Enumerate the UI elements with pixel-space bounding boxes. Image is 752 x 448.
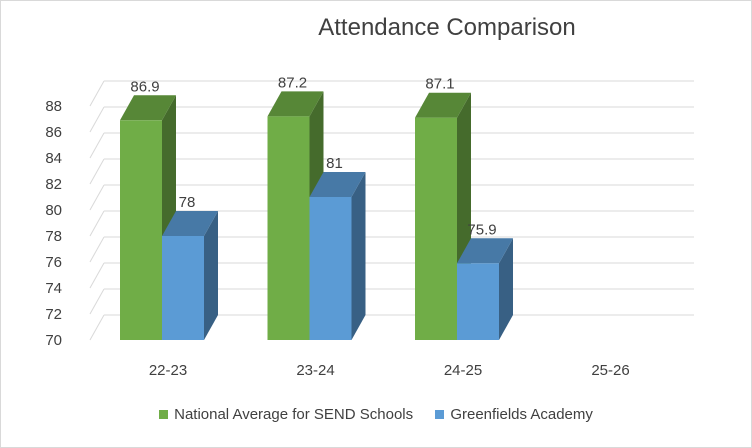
gridline-depth xyxy=(89,288,105,315)
x-tick-label: 24-25 xyxy=(444,362,482,379)
bar xyxy=(267,116,310,341)
y-tick-label: 78 xyxy=(45,228,62,245)
legend-label-national: National Average for SEND Schools xyxy=(174,406,414,423)
data-label: 86.9 xyxy=(130,78,159,95)
data-label: 78 xyxy=(179,194,196,211)
legend-label-greenfields: Greenfields Academy xyxy=(450,406,593,423)
y-tick-label: 86 xyxy=(45,124,62,141)
gridline-depth xyxy=(89,106,105,133)
data-label: 87.1 xyxy=(425,76,454,93)
gridline-depth xyxy=(89,262,105,289)
bar-top xyxy=(120,95,176,121)
legend-item-greenfields: Greenfields Academy xyxy=(435,406,593,423)
gridline-depth xyxy=(89,314,105,341)
legend-swatch-national xyxy=(159,410,169,419)
data-label: 87.2 xyxy=(278,74,307,91)
bar xyxy=(309,197,352,340)
y-tick-label: 88 xyxy=(45,98,62,115)
y-tick-label: 74 xyxy=(45,280,62,297)
x-tick-label: 23-24 xyxy=(296,362,334,379)
y-tick-label: 80 xyxy=(45,202,62,219)
bar xyxy=(415,117,457,340)
legend: National Average for SEND Schools Greenf… xyxy=(0,406,752,423)
bar-side xyxy=(499,238,513,340)
x-tick-label: 25-26 xyxy=(591,362,629,379)
gridline-depth xyxy=(89,80,105,107)
gridline-depth xyxy=(89,158,105,185)
y-tick-label: 84 xyxy=(45,150,62,167)
gridline-depth xyxy=(89,184,105,211)
bar xyxy=(120,120,162,340)
data-label: 75.9 xyxy=(467,221,496,238)
x-tick-label: 22-23 xyxy=(149,362,187,379)
bar-side xyxy=(204,211,218,340)
bar-top xyxy=(267,91,324,117)
legend-item-national: National Average for SEND Schools xyxy=(159,406,413,423)
y-tick-label: 72 xyxy=(45,306,62,323)
y-tick-label: 70 xyxy=(45,332,62,349)
data-label: 81 xyxy=(326,155,343,172)
bar xyxy=(162,236,204,340)
bar-top xyxy=(457,238,513,264)
bar-top xyxy=(162,211,218,236)
bar-top xyxy=(309,172,366,197)
legend-swatch-greenfields xyxy=(435,410,445,419)
y-tick-label: 76 xyxy=(45,254,62,271)
y-tick-label: 82 xyxy=(45,176,62,193)
bar-top xyxy=(415,92,471,118)
gridline-depth xyxy=(89,132,105,159)
bar-side xyxy=(351,172,366,340)
bar xyxy=(457,263,499,340)
chart-title: Attendance Comparison xyxy=(318,14,576,41)
gridline-depth xyxy=(89,210,105,237)
gridline-depth xyxy=(89,236,105,263)
